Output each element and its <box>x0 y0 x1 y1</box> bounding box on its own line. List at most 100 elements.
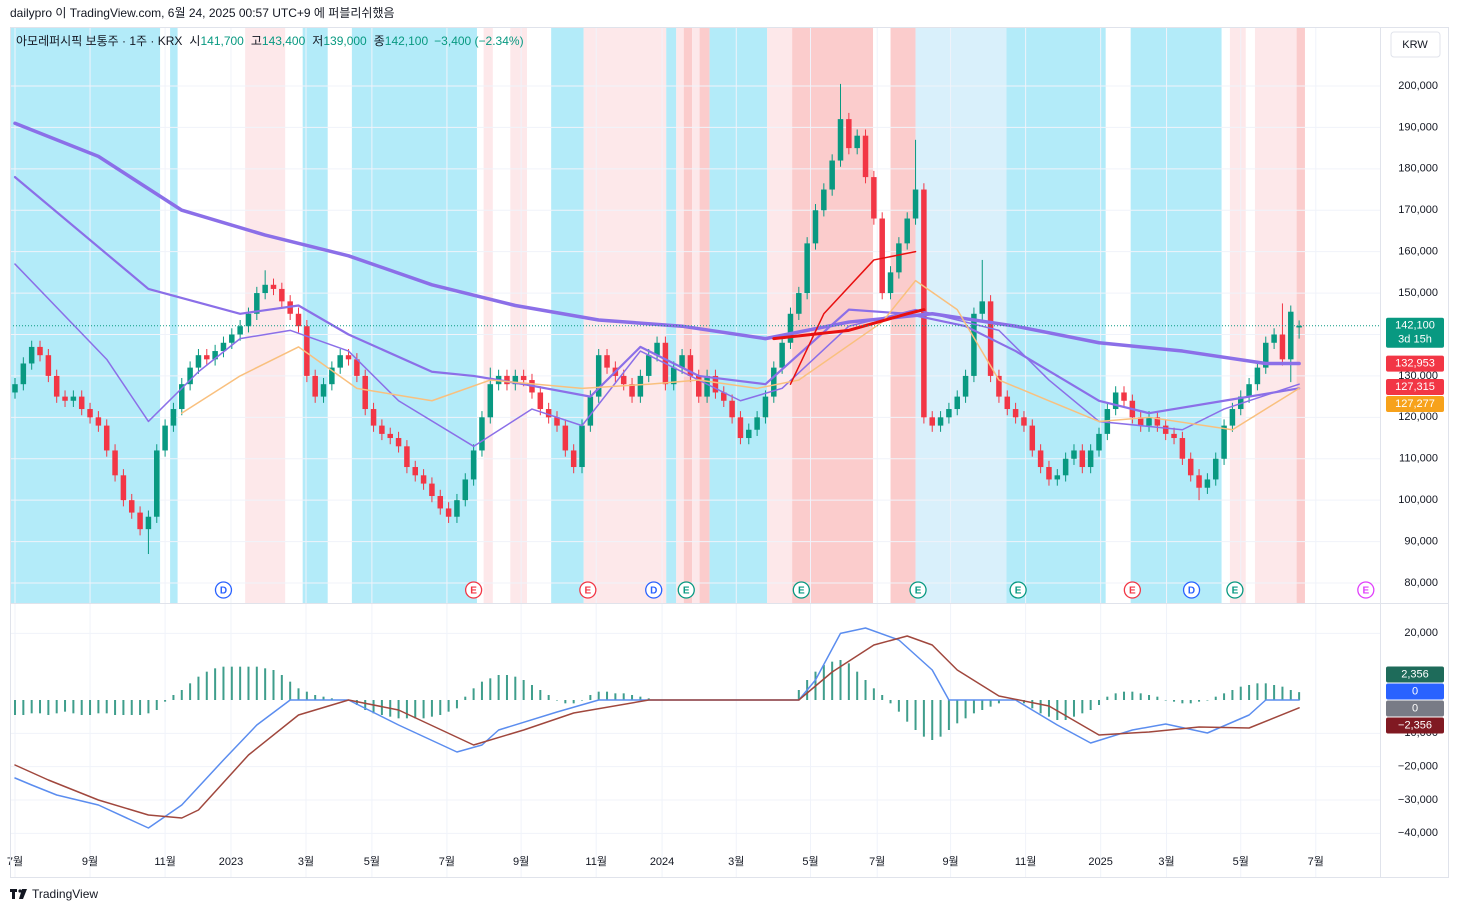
histogram-bar <box>881 695 884 700</box>
histogram-bar <box>1097 700 1100 705</box>
currency-box[interactable] <box>1390 31 1441 58</box>
histogram-bar <box>889 700 892 704</box>
candle-body <box>195 355 202 368</box>
event-marker <box>579 581 597 599</box>
histogram-bar <box>631 695 634 700</box>
candle-body <box>846 119 852 149</box>
histogram-bar <box>555 700 558 701</box>
candle-body <box>637 375 644 397</box>
logo-part <box>18 889 22 893</box>
histogram-bar <box>947 700 950 730</box>
y-tick-label: −20,000 <box>1398 761 1438 773</box>
candle-body <box>1012 409 1019 418</box>
candle-body <box>1087 450 1094 468</box>
candle-body <box>687 355 694 376</box>
candle-body <box>387 433 393 439</box>
background-band <box>510 27 527 603</box>
frame <box>10 27 1449 878</box>
candle-body <box>579 425 585 468</box>
histogram-bar <box>447 700 450 712</box>
candle-body <box>28 346 35 364</box>
histogram-bar <box>222 666 225 700</box>
histogram-bar <box>822 665 825 700</box>
background-band <box>666 27 677 603</box>
event-label: E <box>798 586 805 597</box>
grid-layer <box>10 27 1380 877</box>
histogram-bar <box>1298 692 1301 700</box>
histogram-bar <box>1072 700 1075 717</box>
event-label: D <box>650 586 657 597</box>
legend: 아모레퍼시픽 보통주 · 1주 · KRX 시141,700 고143,400 저13… <box>16 34 524 48</box>
histogram-bar <box>397 700 400 719</box>
overlay-layer: 아모레퍼시픽 보통주 · 1주 · KRX 시141,700 고143,400 저13… <box>7 34 1444 868</box>
candle-body <box>771 367 777 397</box>
currency[interactable]: KRW <box>1402 39 1428 51</box>
candle-body <box>212 351 218 360</box>
y-tick-label: 180,000 <box>1398 163 1438 175</box>
candle-body <box>971 313 977 376</box>
histogram-bar <box>430 700 433 717</box>
histogram-bar <box>105 700 108 714</box>
ohlc-key: 고 <box>251 34 262 48</box>
candle-body <box>1121 392 1127 401</box>
background-band <box>709 27 768 603</box>
candle-body <box>362 375 368 410</box>
histogram-bar <box>364 700 367 710</box>
macd-label-box <box>1386 683 1444 700</box>
histogram-bar <box>956 700 959 724</box>
x-tick-label: 3월 <box>728 855 744 868</box>
histogram-bar <box>80 700 83 715</box>
background-band <box>483 27 493 603</box>
candle-body <box>796 293 802 314</box>
histogram-bar <box>155 700 158 710</box>
x-tick-label: 7월 <box>869 855 885 868</box>
candle-body <box>737 417 744 439</box>
candle-body <box>95 417 102 426</box>
histogram-bar <box>289 681 292 700</box>
countdown-label: 3d 15h <box>1398 334 1432 346</box>
candle-body <box>812 210 819 244</box>
candle-body <box>12 384 18 393</box>
histogram-bar <box>130 700 133 715</box>
candle-body <box>220 342 227 352</box>
candle-body <box>237 326 243 335</box>
histogram-bar <box>539 690 542 700</box>
event-label: E <box>585 586 592 597</box>
candle-body <box>1062 458 1069 476</box>
histogram-bar <box>255 666 258 700</box>
histogram-bar <box>455 700 458 709</box>
candle-body <box>629 384 635 397</box>
candle-body <box>746 429 752 439</box>
candle-body <box>470 450 477 480</box>
histogram-bar <box>989 700 992 707</box>
ohlc-value: 139,000 <box>323 34 367 48</box>
histogram-bar <box>414 700 417 719</box>
candle-body <box>170 409 177 426</box>
candle-body <box>762 396 769 418</box>
histogram-bar <box>847 663 850 700</box>
ohlc-value: 143,400 <box>262 34 306 48</box>
histogram-bar <box>164 700 167 702</box>
price-label: 127,277 <box>1395 398 1435 410</box>
x-tick-label: 9월 <box>82 855 98 868</box>
y-tick-label: 190,000 <box>1398 121 1438 133</box>
y-tick-label: 130,000 <box>1398 370 1438 382</box>
candle-body <box>887 272 894 294</box>
candle-body <box>479 417 485 451</box>
histogram-bar <box>497 675 500 700</box>
candle-body <box>679 355 685 368</box>
candle-body <box>587 396 594 426</box>
histogram-bar <box>614 693 617 700</box>
candle-body <box>645 355 652 376</box>
histogram-bar <box>1064 700 1067 720</box>
histogram-bar <box>264 668 267 700</box>
background-band <box>676 27 684 603</box>
candle-body <box>137 512 143 530</box>
candle-body <box>954 396 960 410</box>
event-marker <box>677 581 695 599</box>
x-tick-label: 3월 <box>298 855 314 868</box>
histogram-bar <box>906 700 909 722</box>
x-tick-label: 9월 <box>942 855 958 868</box>
y-tick-label: 100,000 <box>1398 494 1438 506</box>
